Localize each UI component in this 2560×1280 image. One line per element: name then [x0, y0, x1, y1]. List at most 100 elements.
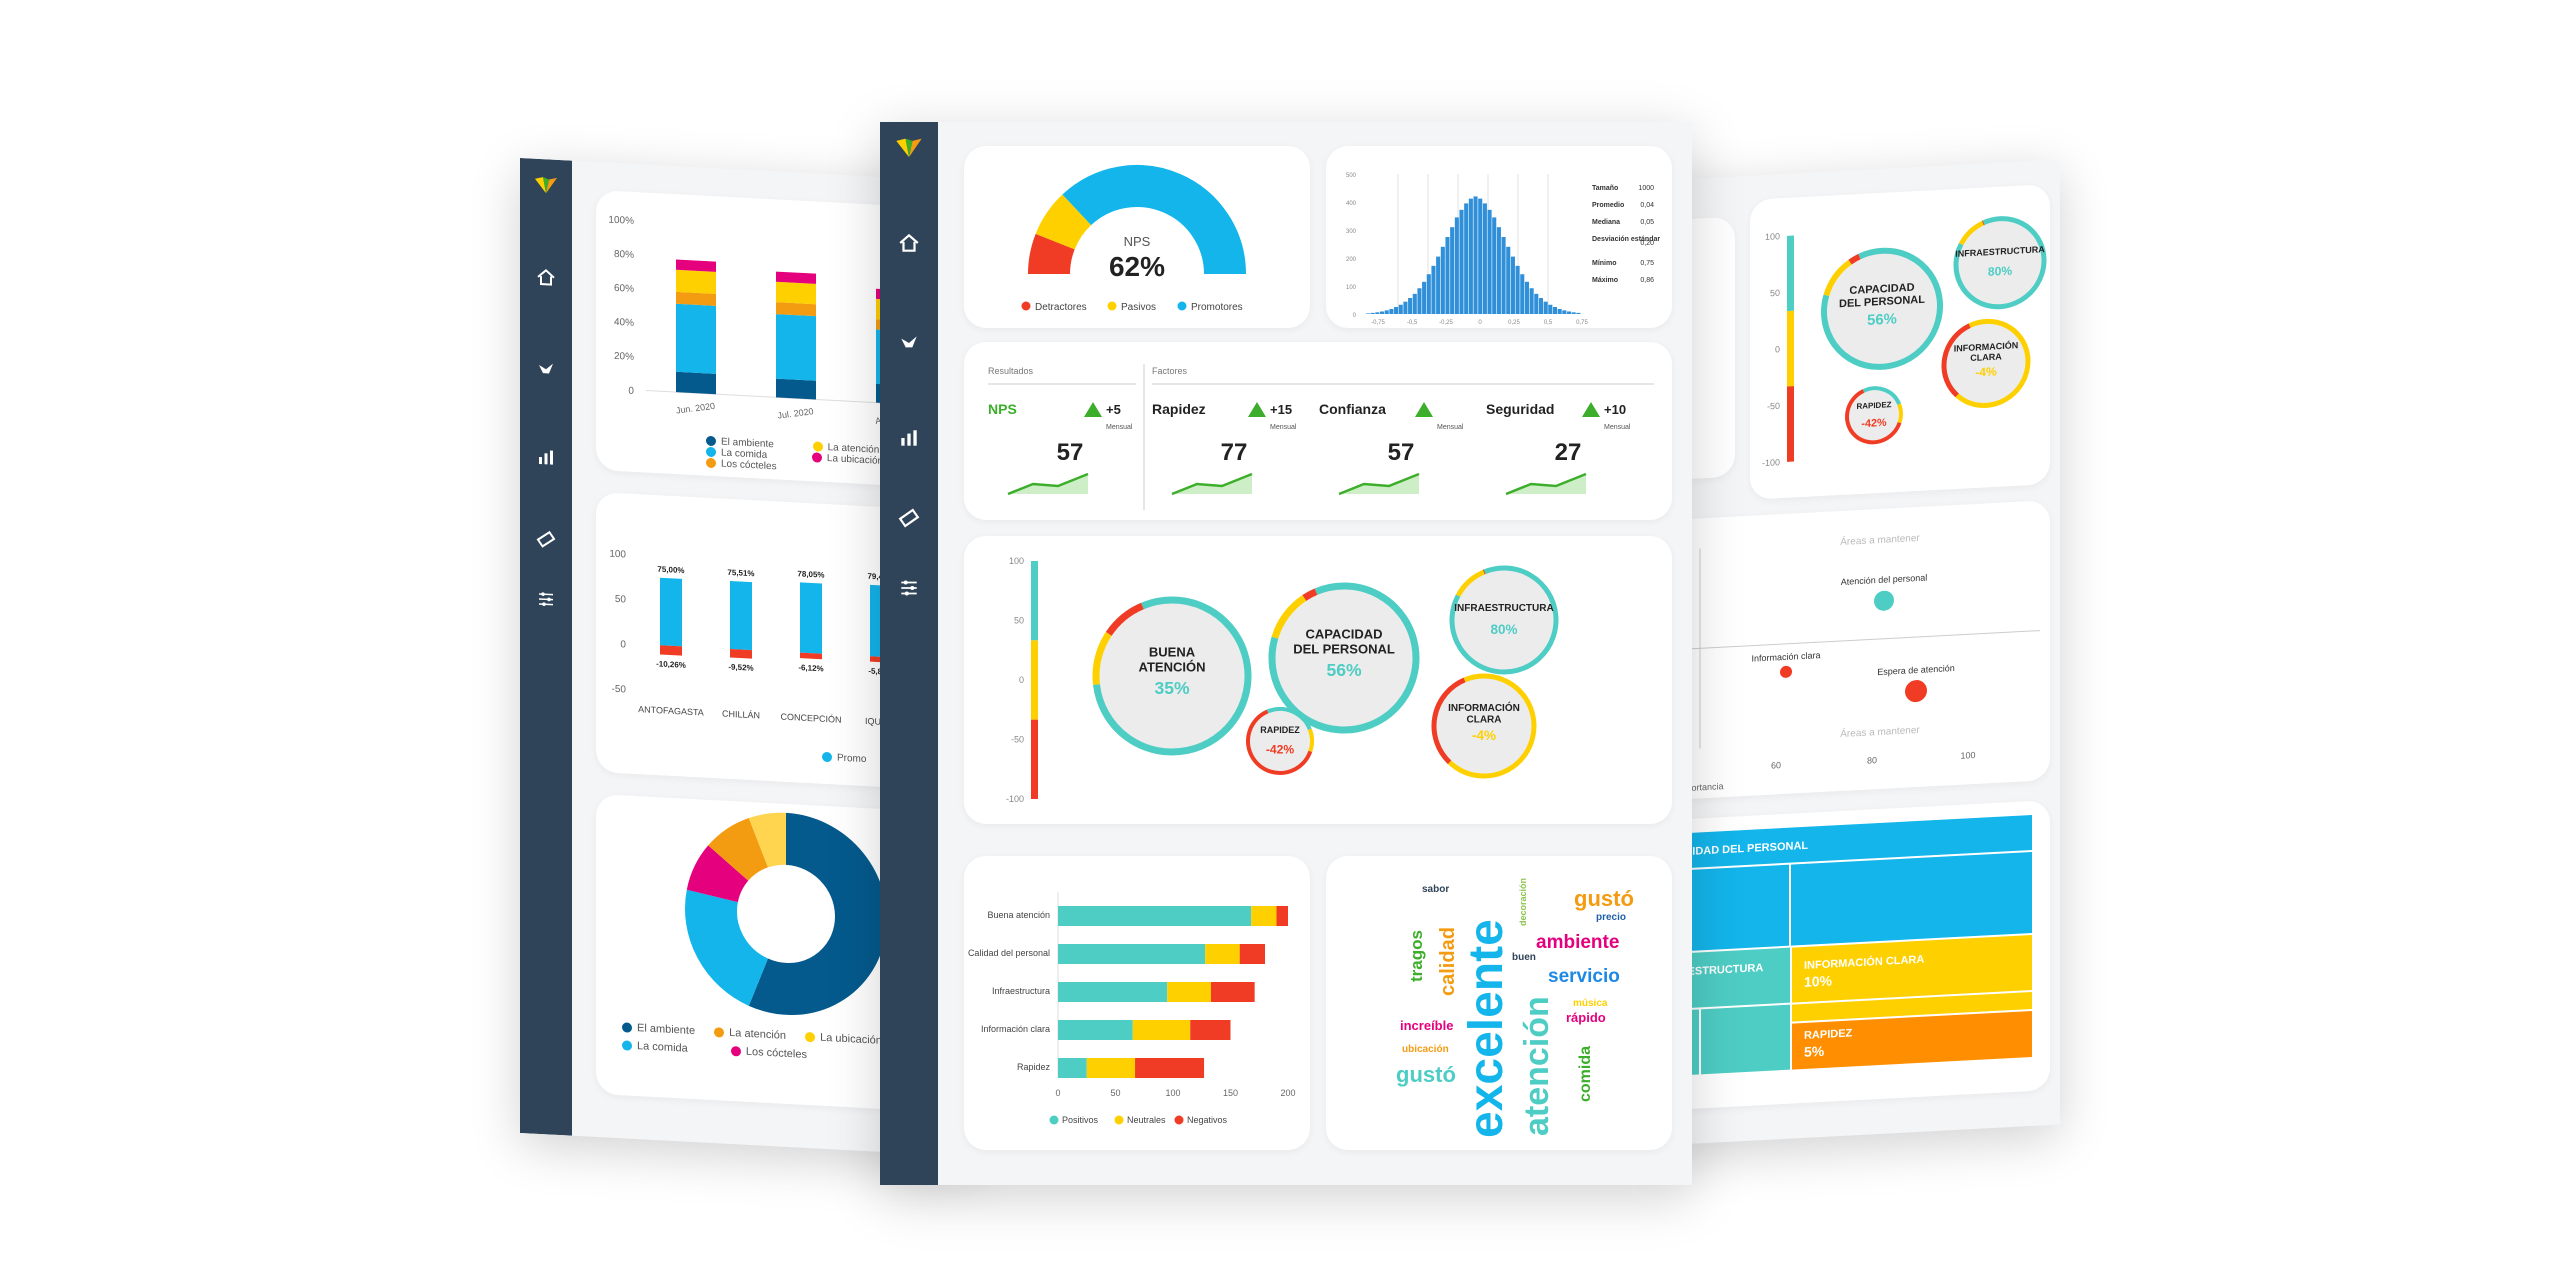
kpi-period: Mensual	[1437, 424, 1464, 431]
stat-value: 0,75	[1640, 260, 1654, 267]
bubble-label: RAPIDEZ	[1856, 400, 1891, 411]
stat-label: Mediana	[1592, 219, 1620, 226]
bubble-ring	[1862, 386, 1902, 406]
bar-segment	[1239, 944, 1265, 964]
point-label: Espera de atención	[1877, 663, 1955, 677]
stat-value: 0,20	[1640, 240, 1654, 247]
histogram-bar	[1431, 265, 1436, 314]
y-tick-label: -50	[612, 684, 627, 696]
kpi-name: Confianza	[1319, 401, 1386, 417]
city-legend: Promo	[822, 752, 866, 765]
word: sabor	[1422, 884, 1449, 895]
bubble-ring	[1447, 760, 1482, 779]
home-icon[interactable]	[898, 232, 920, 254]
sparkline	[1338, 472, 1420, 496]
y-tick-label: 100	[609, 549, 626, 561]
treemap-cell	[1792, 1010, 2032, 1070]
bar-segment	[1167, 982, 1211, 1002]
word: gustó	[1396, 1062, 1456, 1087]
bubble-ring	[1953, 216, 2047, 310]
kpi-name: NPS	[988, 401, 1017, 417]
bar-chart-icon[interactable]	[536, 447, 556, 468]
histogram-bar	[1482, 203, 1487, 314]
x-tick-label: 0,25	[1508, 320, 1520, 326]
category-label: Calidad del personal	[968, 948, 1050, 958]
triangle-up-icon	[1248, 402, 1266, 417]
quadrant-point	[1780, 665, 1792, 678]
bar-segment	[776, 378, 816, 400]
histogram-bar	[1384, 310, 1389, 314]
bubble-ring	[1955, 393, 1984, 408]
bar-segment	[776, 271, 816, 284]
treemap-value: 5%	[1804, 1043, 1825, 1060]
donut-slice	[708, 818, 769, 882]
sparkline	[1505, 472, 1587, 496]
bar-segment	[776, 281, 816, 305]
nps-gauge-chart: NPS 62% Detractores Pasivos Promotores	[1021, 165, 1246, 313]
scale-label: -100	[1006, 794, 1024, 804]
bubble-ring	[1449, 565, 1559, 675]
legend-label: Negativos	[1187, 1115, 1228, 1125]
stat-value: 0,05	[1640, 219, 1654, 226]
kpi-value: 27	[1555, 439, 1582, 466]
donut-slice	[748, 812, 788, 868]
scale-segment	[1787, 310, 1794, 387]
sliders-icon[interactable]	[536, 589, 556, 610]
x-tick-label: 0	[1478, 320, 1482, 326]
stat-label: Desviación estándar	[1592, 236, 1660, 243]
bird-icon[interactable]	[536, 359, 556, 380]
treemap-cell	[1660, 814, 2032, 954]
bubble-value: -42%	[1266, 743, 1295, 757]
bar-chart-icon[interactable]	[898, 427, 920, 449]
histogram-bar	[1450, 227, 1455, 314]
bubble-card: 100 50 0 -50 -100 BUENA ATENCIÓN 35% CAPACIDAD DE…	[964, 536, 1672, 824]
word: decoración	[1518, 878, 1528, 926]
bubble-label: CAPACIDAD	[1849, 282, 1914, 297]
treemap-label: RAPIDEZ	[1804, 1027, 1853, 1042]
bar-segment	[1210, 982, 1255, 1002]
bar-segment	[1132, 1020, 1191, 1040]
ticket-icon[interactable]	[898, 507, 920, 529]
x-tick-label: -0,25	[1439, 320, 1453, 326]
negative-label: -10,26%	[656, 659, 686, 670]
sliders-icon[interactable]	[898, 577, 920, 599]
stat-label: Tamaño	[1592, 185, 1618, 192]
donut-slice	[748, 812, 887, 1015]
positive-label: 78,05%	[797, 569, 824, 579]
positive-label: 75,51%	[727, 568, 754, 578]
gauge-segment	[1028, 233, 1075, 275]
word: tragos	[1407, 930, 1426, 982]
x-tick-label: 0,5	[1544, 320, 1553, 326]
bubble-label: DEL PERSONAL	[1293, 641, 1395, 656]
triangle-up-icon	[1582, 402, 1600, 417]
quadrant-card: Áreas a mantener Áreas a mantener Atención…	[1660, 500, 2050, 802]
kpi-value: 57	[1057, 439, 1084, 466]
logo-icon	[535, 177, 557, 194]
sentiment-card: Buena atención Calidad del personal Infrae…	[964, 856, 1310, 1150]
bubble	[1098, 602, 1246, 750]
histogram-bar	[1445, 237, 1450, 314]
donut-chart	[685, 812, 887, 1015]
bubble-ring	[1246, 709, 1313, 775]
home-icon[interactable]	[536, 267, 556, 288]
x-tick-label: 80	[1867, 755, 1877, 766]
kpi-period: Mensual	[1106, 424, 1133, 431]
x-tick-label: -0,5	[1407, 320, 1418, 326]
positive-label: 75,00%	[657, 565, 684, 575]
bubble	[1274, 588, 1414, 728]
histogram-bar	[1459, 209, 1464, 314]
sidebar	[520, 157, 572, 1136]
bubble-value: 56%	[1326, 660, 1362, 680]
bubble-ring	[1268, 582, 1420, 734]
treemap-label: INFORMACIÓN CLARA	[1804, 953, 1924, 972]
histogram-bar	[1468, 198, 1473, 314]
bubble-label: INFORMACIÓN	[1448, 701, 1520, 714]
legend-label: Detractores	[1035, 302, 1087, 313]
bubble-label: DEL PERSONAL	[1839, 294, 1925, 311]
ticket-icon[interactable]	[536, 529, 556, 550]
treemap-value: 10%	[1804, 972, 1833, 989]
x-axis	[1680, 630, 2040, 650]
bird-icon[interactable]	[898, 332, 920, 354]
legend-label: Neutrales	[1127, 1115, 1166, 1125]
